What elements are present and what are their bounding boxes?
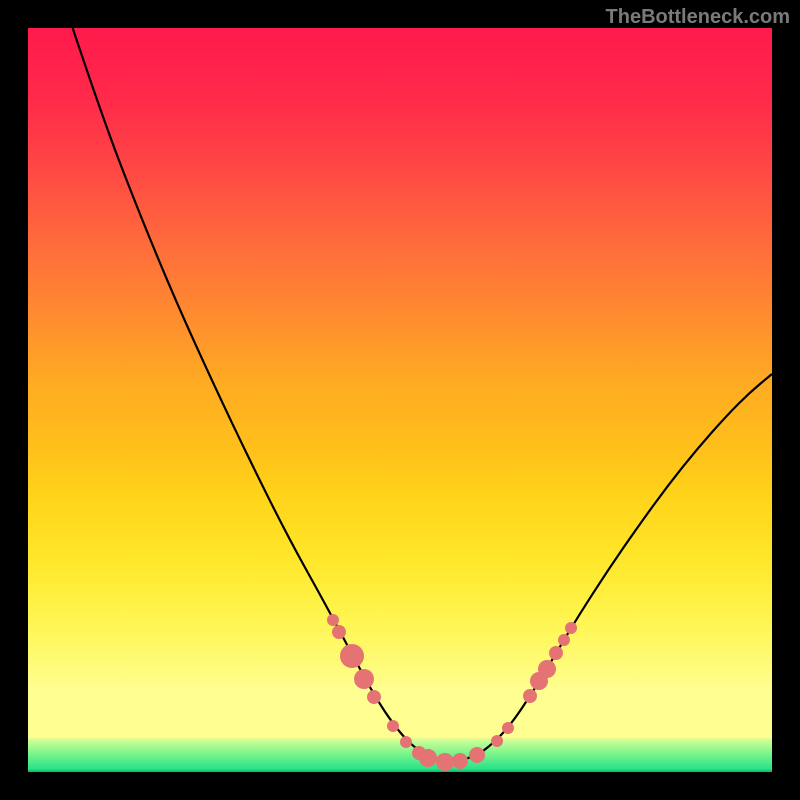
watermark-text: TheBottleneck.com [606, 6, 790, 29]
data-dot [558, 634, 570, 646]
data-dot [491, 735, 503, 747]
data-dot [340, 644, 364, 668]
data-dot [354, 669, 374, 689]
data-dot [419, 749, 437, 767]
data-dot [387, 720, 399, 732]
data-dot [549, 646, 563, 660]
data-dot [565, 622, 577, 634]
data-dot [332, 625, 346, 639]
data-dot [523, 689, 537, 703]
data-dot [538, 660, 556, 678]
data-dot [502, 722, 514, 734]
data-dot [367, 690, 381, 704]
bottleneck-curve [28, 28, 772, 772]
data-dot [469, 747, 485, 763]
data-dot [452, 753, 468, 769]
data-dot [400, 736, 412, 748]
plot-area [28, 28, 772, 772]
